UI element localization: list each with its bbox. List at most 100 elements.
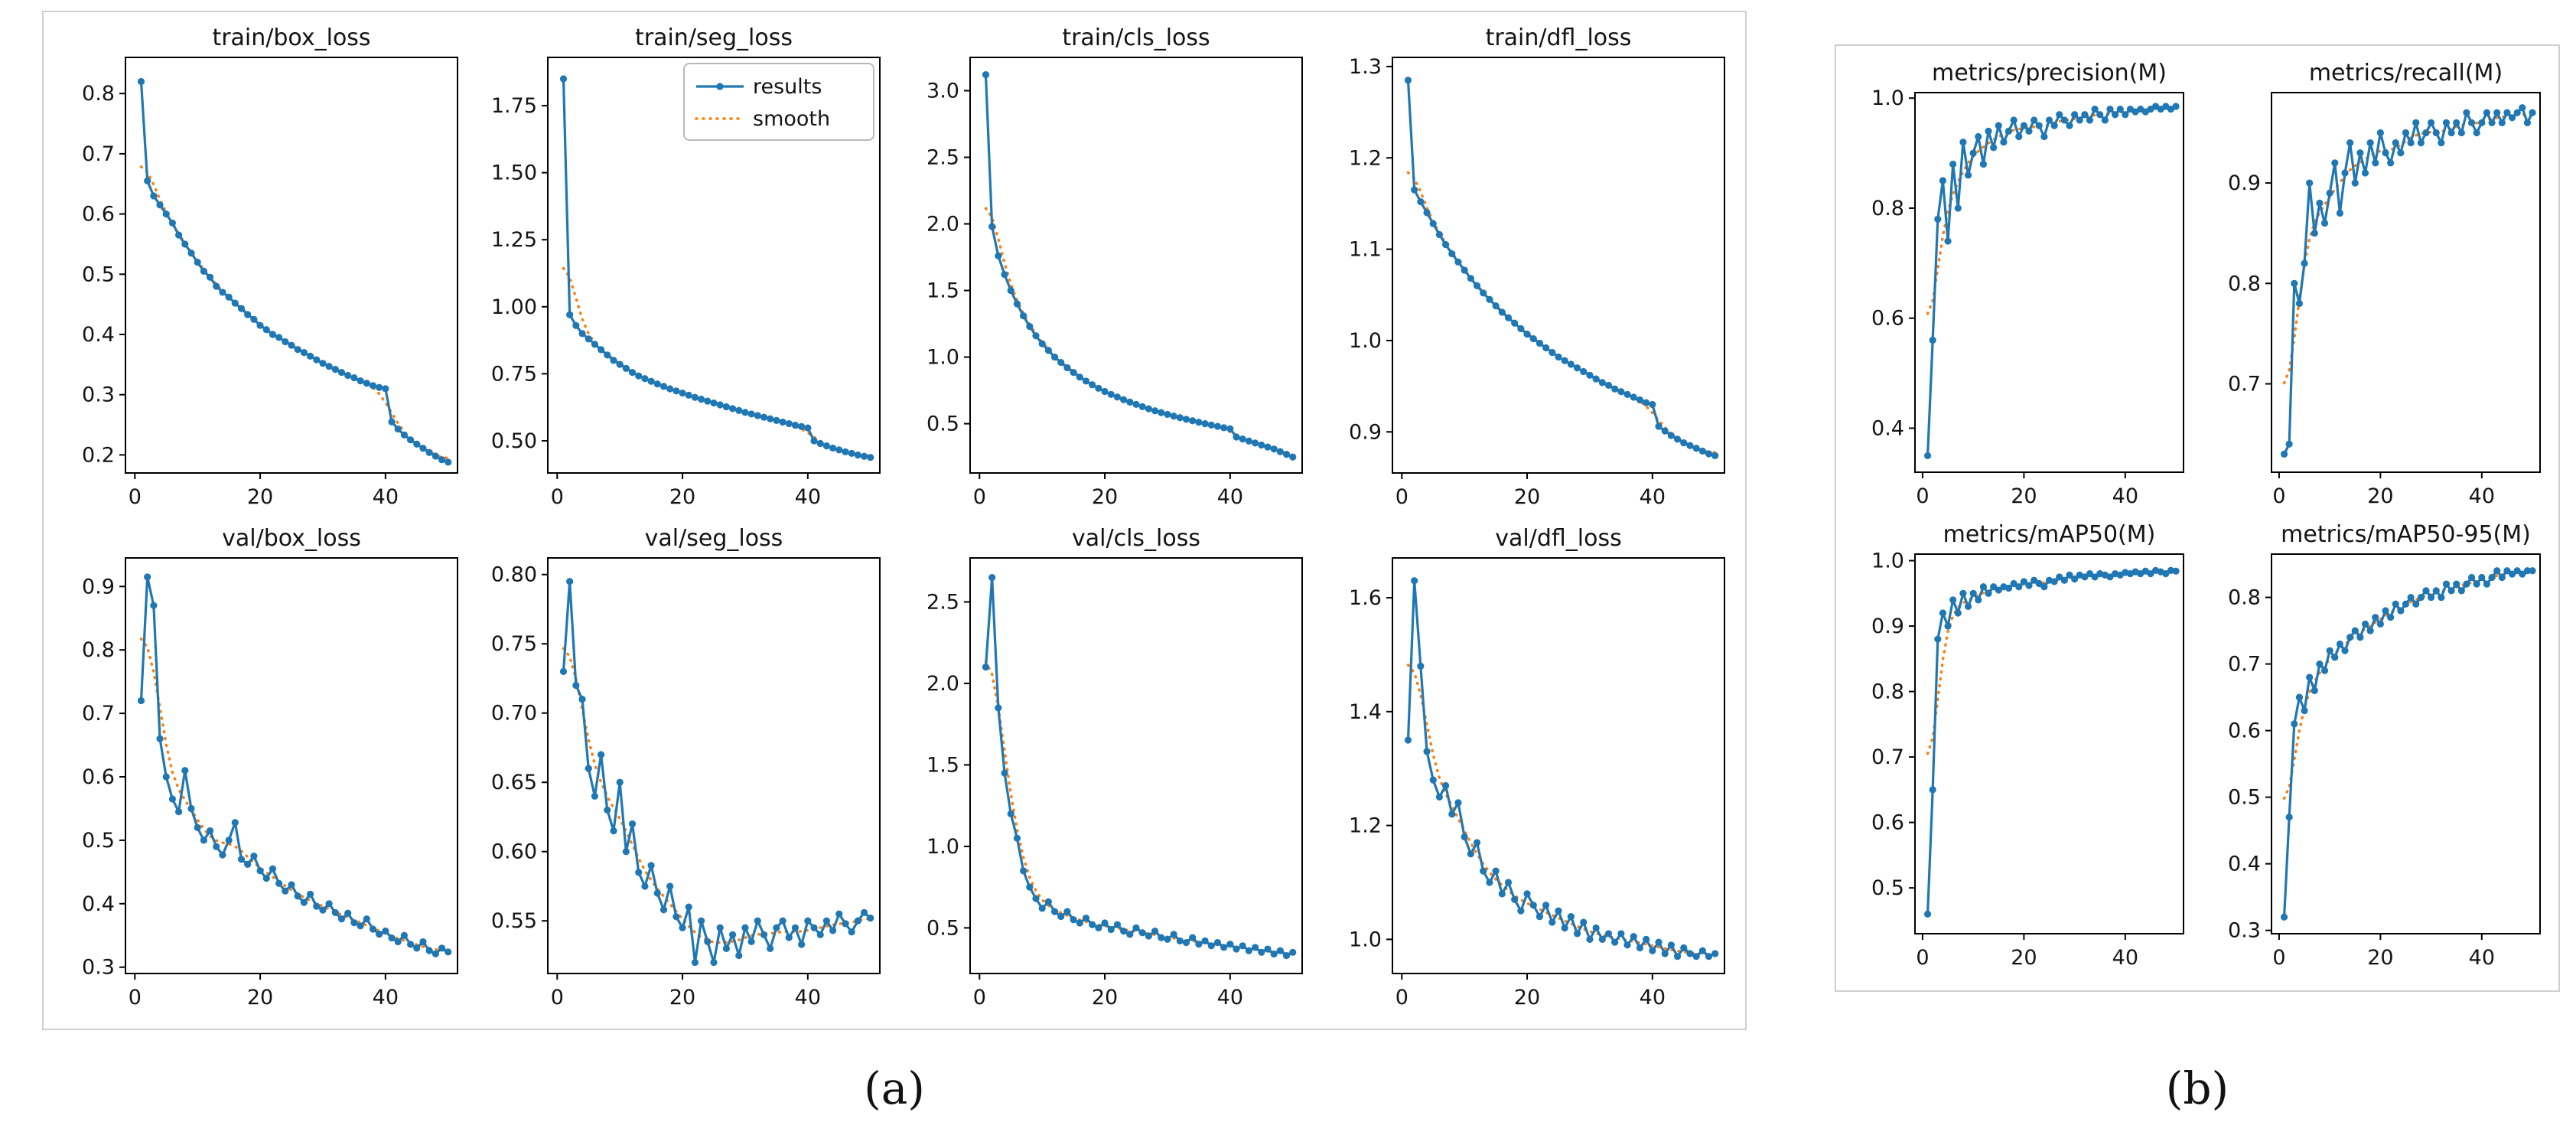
chart-figure: 0 20 40 0.5 1.0 1.5 2.0 2.5 3.0 train/cls_loss	[897, 22, 1314, 519]
chart-figure: 0 20 40 0.9 1.0 1.1 1.2 1.3 train/dfl_loss	[1320, 22, 1737, 519]
svg-text:1.6: 1.6	[1349, 586, 1382, 610]
svg-text:0.5: 0.5	[927, 916, 959, 940]
svg-text:1.1: 1.1	[1349, 237, 1382, 261]
svg-text:0.5: 0.5	[2228, 785, 2261, 809]
chart-figure: 0 20 40 0.5 0.6 0.7 0.8 0.9 1.0 metrics/mAP50(M)	[1842, 519, 2196, 980]
svg-text:40: 40	[2469, 946, 2495, 970]
svg-text:0: 0	[128, 986, 141, 1009]
chart-figure: 0 20 40 0.4 0.6 0.8 1.0 metrics/precision(M)	[1842, 57, 2196, 518]
chart-train-box-loss: 0 20 40 0.2 0.3 0.4 0.5 0.6 0.7 0.8 train/box_loss	[82, 24, 458, 509]
svg-text:0: 0	[1395, 986, 1408, 1009]
svg-text:0: 0	[128, 485, 141, 509]
svg-text:0: 0	[550, 485, 563, 509]
svg-text:0: 0	[972, 485, 985, 509]
svg-text:1.5: 1.5	[927, 753, 959, 777]
svg-text:0.80: 0.80	[490, 563, 536, 586]
chart-figure: 0 20 40 0.3 0.4 0.5 0.6 0.7 0.8 metrics/mAP50-95(…	[2199, 519, 2552, 980]
chart-val-box-loss: 0 20 40 0.3 0.4 0.5 0.6 0.7 0.8 0.9 val/box_loss	[82, 525, 458, 1009]
chart-figure: 0 20 40 0.3 0.4 0.5 0.6 0.7 0.8 0.9 val/box_loss	[53, 523, 470, 1019]
svg-text:1.0: 1.0	[1349, 928, 1382, 951]
svg-text:20: 20	[246, 485, 272, 509]
svg-text:metrics/mAP50-95(M): metrics/mAP50-95(M)	[2281, 521, 2531, 548]
svg-text:20: 20	[1513, 986, 1539, 1009]
svg-text:20: 20	[669, 986, 695, 1009]
chart-metrics-map50: 0 20 40 0.5 0.6 0.7 0.8 0.9 1.0 metrics/mAP50(M)	[1871, 521, 2184, 970]
svg-text:20: 20	[2367, 946, 2393, 970]
svg-text:40: 40	[1639, 485, 1665, 509]
svg-text:20: 20	[2367, 484, 2393, 508]
svg-text:40: 40	[794, 986, 820, 1009]
svg-text:20: 20	[2011, 484, 2037, 508]
svg-text:1.3: 1.3	[1349, 54, 1382, 78]
svg-text:metrics/precision(M): metrics/precision(M)	[1932, 60, 2167, 86]
svg-text:smooth: smooth	[753, 107, 830, 131]
svg-text:0.5: 0.5	[82, 263, 115, 286]
svg-text:1.4: 1.4	[1349, 700, 1382, 723]
svg-text:0.7: 0.7	[82, 142, 115, 165]
svg-text:0.70: 0.70	[490, 701, 536, 725]
chart-figure: 0 20 40 0.7 0.8 0.9 metrics/recall(M)	[2199, 57, 2552, 518]
svg-text:0.3: 0.3	[2228, 918, 2261, 942]
svg-text:0.9: 0.9	[1871, 615, 1904, 638]
svg-text:0.7: 0.7	[2228, 372, 2261, 396]
svg-text:metrics/mAP50(M): metrics/mAP50(M)	[1943, 521, 2156, 548]
svg-text:40: 40	[372, 986, 398, 1009]
svg-text:1.50: 1.50	[490, 161, 536, 184]
chart-metrics-recall: 0 20 40 0.7 0.8 0.9 metrics/recall(M)	[2228, 60, 2541, 508]
panel-b-metric-curves: 0 20 40 0.4 0.6 0.8 1.0 metrics/precision(M) 0 2…	[1835, 44, 2560, 992]
svg-text:20: 20	[1091, 986, 1117, 1009]
svg-text:0.4: 0.4	[2228, 852, 2261, 876]
svg-text:0.7: 0.7	[82, 702, 115, 726]
chart-figure: 0 20 40 1.0 1.2 1.4 1.6 val/dfl_loss	[1320, 523, 1737, 1019]
svg-text:train/box_loss: train/box_loss	[212, 24, 370, 51]
svg-text:0.3: 0.3	[82, 955, 115, 979]
chart-train-seg-loss: 0 20 40 0.50 0.75 1.00 1.25 1.50 1.75 train/seg_l…	[490, 24, 881, 509]
svg-text:0.8: 0.8	[82, 638, 115, 662]
svg-text:0.8: 0.8	[1871, 680, 1904, 703]
svg-text:40: 40	[1216, 986, 1242, 1009]
chart-train-cls-loss: 0 20 40 0.5 1.0 1.5 2.0 2.5 3.0 train/cls_loss	[927, 24, 1303, 509]
svg-text:0.7: 0.7	[1871, 745, 1904, 769]
svg-text:0.8: 0.8	[82, 82, 115, 106]
svg-text:0.6: 0.6	[82, 202, 115, 226]
svg-text:0: 0	[2272, 484, 2285, 508]
svg-text:2.5: 2.5	[927, 145, 959, 169]
caption-b: (b)	[2165, 1062, 2229, 1114]
svg-text:0: 0	[550, 986, 563, 1009]
svg-text:train/dfl_loss: train/dfl_loss	[1485, 24, 1631, 51]
svg-text:0: 0	[972, 986, 985, 1009]
svg-text:0: 0	[2272, 946, 2285, 970]
svg-text:40: 40	[2469, 484, 2495, 508]
svg-text:0.65: 0.65	[490, 771, 536, 794]
svg-text:results: results	[753, 75, 822, 99]
svg-text:1.0: 1.0	[1349, 328, 1382, 352]
svg-text:1.0: 1.0	[1871, 549, 1904, 572]
chart-val-seg-loss: 0 20 40 0.55 0.60 0.65 0.70 0.75 0.80 val/seg_los…	[490, 525, 881, 1009]
chart-val-cls-loss: 0 20 40 0.5 1.0 1.5 2.0 2.5 val/cls_loss	[927, 525, 1303, 1009]
caption-a: (a)	[864, 1062, 925, 1114]
svg-text:1.2: 1.2	[1349, 814, 1382, 837]
svg-text:0.75: 0.75	[490, 362, 536, 386]
svg-text:1.5: 1.5	[927, 279, 959, 302]
svg-text:0.7: 0.7	[2228, 652, 2261, 676]
svg-text:40: 40	[372, 485, 398, 509]
chart-metrics-map50-95: 0 20 40 0.3 0.4 0.5 0.6 0.7 0.8 metrics/mAP50-95(…	[2228, 521, 2541, 970]
svg-text:40: 40	[2112, 484, 2138, 508]
svg-text:0.9: 0.9	[2228, 171, 2261, 195]
chart-metrics-precision: 0 20 40 0.4 0.6 0.8 1.0 metrics/precision(M)	[1871, 60, 2184, 508]
svg-text:0.55: 0.55	[490, 909, 536, 933]
svg-text:train/seg_loss: train/seg_loss	[634, 24, 792, 51]
svg-text:20: 20	[2011, 946, 2037, 970]
svg-text:40: 40	[794, 485, 820, 509]
svg-text:1.0: 1.0	[927, 834, 959, 858]
svg-text:0.4: 0.4	[1871, 416, 1904, 440]
chart-figure: 0 20 40 0.5 1.0 1.5 2.0 2.5 val/cls_loss	[897, 523, 1314, 1019]
svg-text:0.75: 0.75	[490, 632, 536, 656]
svg-text:0.9: 0.9	[82, 575, 115, 598]
chart-figure: 0 20 40 0.2 0.3 0.4 0.5 0.6 0.7 0.8 train/box_loss	[53, 22, 470, 519]
panel-a-loss-curves: 0 20 40 0.2 0.3 0.4 0.5 0.6 0.7 0.8 train/box_loss…	[42, 11, 1747, 1030]
chart-figure: 0 20 40 0.50 0.75 1.00 1.25 1.50 1.75 train/seg_l…	[475, 22, 892, 519]
chart-figure: 0 20 40 0.55 0.60 0.65 0.70 0.75 0.80 val/seg_los…	[475, 523, 892, 1019]
svg-text:0.4: 0.4	[82, 892, 115, 915]
svg-text:0.3: 0.3	[82, 383, 115, 406]
